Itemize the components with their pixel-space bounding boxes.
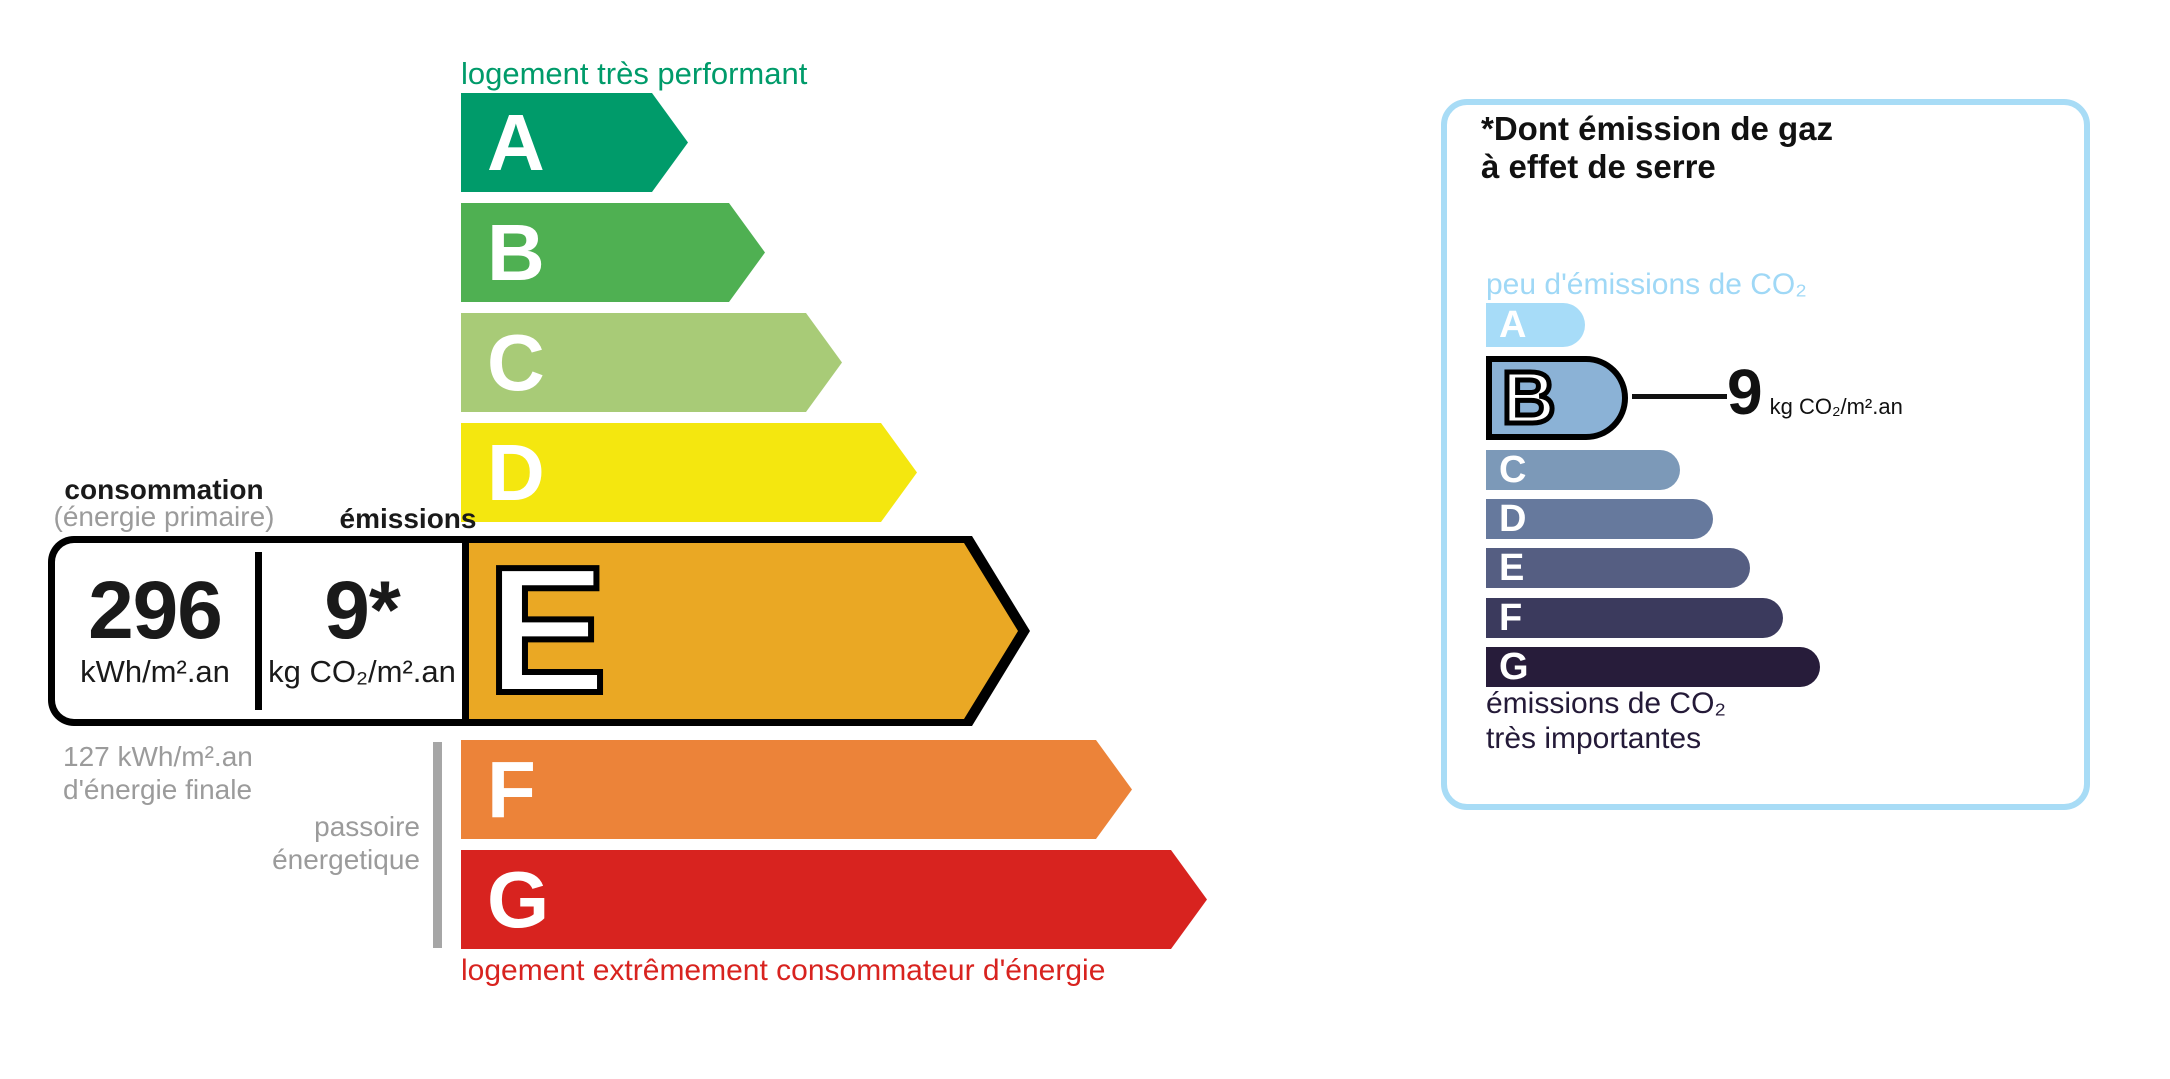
- ges-bar-letter-a: A: [1499, 304, 1527, 346]
- ges-title-line1: *Dont émission de gaz: [1481, 110, 1834, 147]
- energy-bar-letter-g: G: [487, 854, 550, 944]
- current-class-arrow: [469, 543, 1018, 719]
- emissions-value: 9*: [324, 564, 401, 656]
- ges-bar-letter-g: G: [1499, 646, 1529, 688]
- ges-value-connector-line: [1632, 394, 1727, 399]
- ges-bottom-caption: émissions de CO₂ très importantes: [1486, 686, 1726, 756]
- final-energy-note: 127 kWh/m².an d'énergie finale: [63, 740, 253, 806]
- energy-bar-letter-b: B: [487, 207, 545, 297]
- energy-bar-g: G: [461, 850, 1207, 949]
- ges-bar-e: E: [1486, 548, 1750, 588]
- energy-sieve-bracket: [433, 742, 442, 948]
- energy-bar-c: C: [461, 313, 842, 412]
- consumption-header-subtitle: (énergie primaire): [53, 501, 275, 532]
- consumption-header: consommation (énergie primaire): [48, 474, 280, 532]
- ges-bar-c: C: [1486, 450, 1680, 490]
- energy-bar-f: F: [461, 740, 1132, 839]
- ges-footer-line2: très importantes: [1486, 722, 1702, 755]
- ges-footer-line1: émissions de CO₂: [1486, 687, 1727, 720]
- final-energy-line2: d'énergie finale: [63, 774, 253, 805]
- ges-bar-a: A: [1486, 303, 1585, 347]
- final-energy-line1: 127 kWh/m².an: [63, 741, 253, 772]
- energy-bar-letter-f: F: [487, 744, 536, 834]
- emissions-unit: kg CO₂/m².an: [268, 654, 456, 690]
- energy-sieve-line1: passoire: [314, 811, 420, 842]
- ges-bar-g: G: [1486, 647, 1820, 687]
- ges-bar-letter-f: F: [1499, 597, 1523, 639]
- energy-sieve-line2: énergetique: [272, 844, 420, 875]
- emissions-header: émissions: [339, 503, 477, 534]
- value-box-divider: [255, 552, 262, 710]
- consumption-header-title: consommation: [64, 474, 264, 505]
- ges-bar-d: D: [1486, 499, 1713, 539]
- ges-bar-b-current: B: [1486, 356, 1628, 440]
- consumption-value: 296: [88, 564, 223, 656]
- ges-value-number: 9: [1727, 356, 1763, 428]
- consumption-unit: kWh/m².an: [80, 654, 230, 690]
- current-class-letter: E: [484, 530, 610, 731]
- energy-bar-b: B: [461, 203, 765, 302]
- energy-sieve-label: passoire énergetique: [150, 810, 420, 876]
- energy-bar-letter-d: D: [487, 427, 545, 517]
- ges-panel-title: *Dont émission de gaz à effet de serre: [1481, 110, 1833, 186]
- ges-bar-f: F: [1486, 598, 1783, 638]
- ges-top-caption: peu d'émissions de CO₂: [1486, 268, 1807, 301]
- ges-bar-letter-e: E: [1499, 547, 1525, 589]
- energy-bar-d: D: [461, 423, 917, 522]
- ges-current-value: 9 kg CO₂/m².an: [1727, 360, 1903, 424]
- energy-bar-letter-c: C: [487, 317, 545, 407]
- ges-bar-letter-b: B: [1499, 356, 1557, 439]
- emissions-value-cell: 9* kg CO₂/m².an: [262, 543, 462, 719]
- energy-bar-a: A: [461, 93, 688, 192]
- ges-value-unit: kg CO₂/m².an: [1769, 394, 1903, 419]
- energy-top-caption: logement très performant: [461, 56, 808, 91]
- ges-title-line2: à effet de serre: [1481, 148, 1716, 185]
- ges-bar-letter-c: C: [1499, 449, 1527, 491]
- energy-bar-letter-a: A: [487, 97, 545, 187]
- current-values-box: 296 kWh/m².an 9* kg CO₂/m².an: [48, 536, 462, 726]
- ges-bar-letter-d: D: [1499, 498, 1527, 540]
- consumption-value-cell: 296 kWh/m².an: [55, 543, 255, 719]
- energy-bottom-caption: logement extrêmement consommateur d'éner…: [461, 954, 1106, 987]
